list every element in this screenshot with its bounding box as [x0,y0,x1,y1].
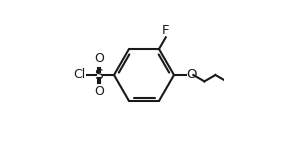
Text: O: O [94,85,104,98]
Text: Cl: Cl [73,69,86,81]
Text: O: O [94,52,104,65]
Text: O: O [187,69,197,81]
Text: F: F [162,24,170,37]
Text: S: S [94,68,103,82]
